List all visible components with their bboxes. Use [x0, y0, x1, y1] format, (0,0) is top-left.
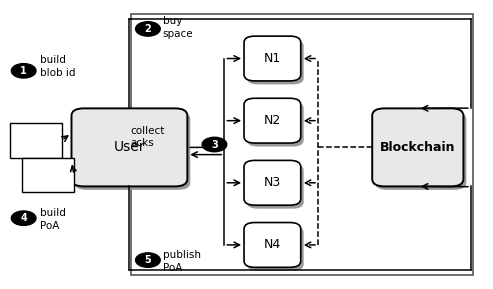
FancyBboxPatch shape	[244, 98, 301, 143]
FancyBboxPatch shape	[244, 160, 301, 205]
FancyBboxPatch shape	[375, 112, 466, 190]
FancyBboxPatch shape	[372, 108, 463, 186]
Text: 1: 1	[20, 66, 27, 76]
Circle shape	[202, 137, 227, 152]
Bar	[22, 158, 74, 192]
Circle shape	[11, 211, 36, 225]
FancyBboxPatch shape	[244, 36, 301, 81]
Text: N2: N2	[264, 114, 281, 127]
FancyBboxPatch shape	[247, 40, 304, 84]
Bar	[10, 123, 62, 158]
Circle shape	[136, 22, 160, 36]
Text: 3: 3	[211, 140, 218, 149]
FancyBboxPatch shape	[74, 112, 190, 190]
Text: buy
space: buy space	[163, 16, 193, 39]
FancyBboxPatch shape	[244, 223, 301, 267]
Circle shape	[136, 253, 160, 267]
Text: build
PoA: build PoA	[40, 208, 66, 231]
Text: N1: N1	[264, 52, 281, 65]
Text: 5: 5	[144, 255, 151, 265]
FancyBboxPatch shape	[247, 102, 304, 147]
Circle shape	[11, 64, 36, 78]
Text: N3: N3	[264, 176, 281, 189]
FancyBboxPatch shape	[247, 226, 304, 271]
Text: build
blob id: build blob id	[40, 55, 76, 78]
Text: 4: 4	[20, 213, 27, 223]
Text: collect
acks: collect acks	[131, 126, 165, 149]
FancyBboxPatch shape	[247, 164, 304, 209]
Text: publish
PoA: publish PoA	[163, 250, 201, 273]
Text: 2: 2	[144, 24, 151, 34]
Text: Blockchain: Blockchain	[380, 141, 456, 154]
Text: N4: N4	[264, 238, 281, 251]
FancyBboxPatch shape	[71, 108, 187, 186]
Text: User: User	[114, 140, 145, 154]
